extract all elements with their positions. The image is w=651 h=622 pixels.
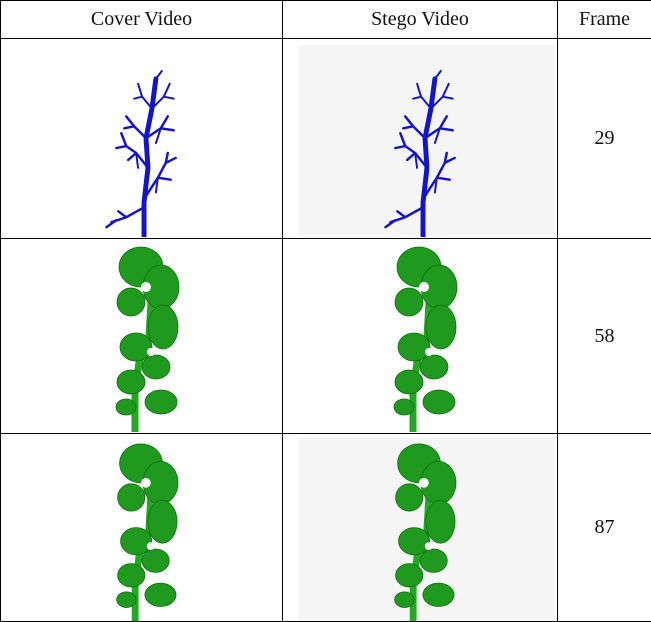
header-cell: Stego Video (283, 1, 558, 39)
cover-cell (1, 39, 283, 239)
cover-image (1, 239, 283, 433)
frame-cell: 29 (558, 39, 651, 239)
stego-image (283, 239, 558, 433)
header-cell: Frame (558, 1, 651, 39)
frame-cell: 58 (558, 239, 651, 434)
stego-cell (283, 239, 558, 434)
header-row: Cover Video Stego Video Frame (1, 1, 651, 39)
stego-image (283, 39, 558, 238)
cover-image (1, 39, 283, 238)
row: 29 (1, 39, 651, 239)
row: 87 (1, 434, 651, 622)
stego-cell (283, 39, 558, 239)
cover-cell (1, 434, 283, 622)
frames-table: Cover Video Stego Video Frame 29 58 87 (0, 0, 651, 622)
frame-cell: 87 (558, 434, 651, 622)
stego-image (283, 434, 558, 621)
row: 58 (1, 239, 651, 434)
header-cell: Cover Video (1, 1, 283, 39)
stego-cell (283, 434, 558, 622)
cover-image (1, 434, 283, 621)
cover-cell (1, 239, 283, 434)
